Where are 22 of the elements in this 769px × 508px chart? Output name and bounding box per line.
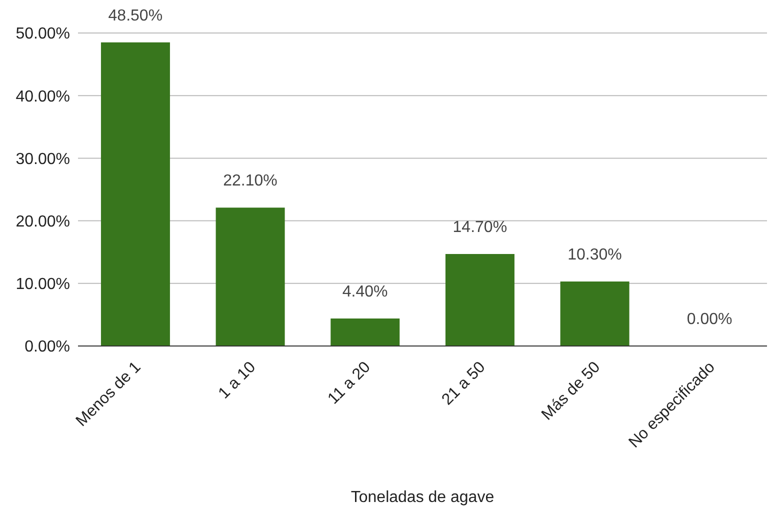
data-label: 10.30% <box>568 246 622 264</box>
y-tick-label: 10.00% <box>16 276 70 294</box>
x-axis-title: Toneladas de agave <box>350 489 494 506</box>
y-tick-label: 50.00% <box>16 26 70 43</box>
x-tick-label: 11 a 20 <box>324 358 374 408</box>
y-tick-label: 40.00% <box>16 88 70 106</box>
bar <box>100 42 170 346</box>
y-tick-label: 20.00% <box>16 213 70 230</box>
y-tick-label: 30.00% <box>16 150 70 168</box>
data-label: 0.00% <box>686 311 732 328</box>
data-label: 4.40% <box>342 283 388 300</box>
bar <box>445 254 514 346</box>
x-tick-label: 21 a 50 <box>438 358 489 409</box>
bar <box>330 318 400 346</box>
y-tick-label: 0.00% <box>24 338 70 356</box>
x-tick-label: 1 a 10 <box>216 358 260 402</box>
data-label: 14.70% <box>452 218 508 236</box>
bar <box>216 208 285 346</box>
data-label: 48.50% <box>108 7 163 24</box>
x-tick-label: Más de 50 <box>538 358 604 424</box>
bar <box>560 282 630 346</box>
data-label: 22.10% <box>223 172 278 190</box>
